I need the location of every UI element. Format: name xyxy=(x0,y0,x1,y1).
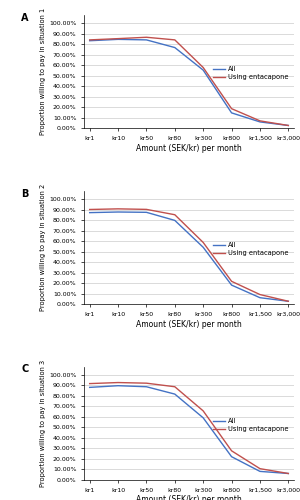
All xyxy=(258,119,262,125)
All xyxy=(201,415,205,421)
Using entacapone xyxy=(145,206,148,212)
Using entacapone xyxy=(145,34,148,40)
Using entacapone xyxy=(230,448,233,454)
Y-axis label: Proportion willing to pay in situation 2: Proportion willing to pay in situation 2 xyxy=(40,184,46,311)
Using entacapone xyxy=(230,278,233,284)
Using entacapone xyxy=(173,384,177,390)
All xyxy=(201,244,205,250)
Using entacapone xyxy=(145,380,148,386)
All xyxy=(286,122,290,128)
All xyxy=(145,384,148,390)
Legend: All, Using entacapone: All, Using entacapone xyxy=(210,416,291,434)
Line: Using entacapone: Using entacapone xyxy=(90,38,288,126)
X-axis label: Amount (SEK/kr) per month: Amount (SEK/kr) per month xyxy=(136,320,242,328)
All xyxy=(173,391,177,397)
All xyxy=(116,36,120,43)
All xyxy=(230,110,233,116)
Text: B: B xyxy=(21,188,28,198)
All xyxy=(258,294,262,300)
Line: All: All xyxy=(90,386,288,474)
X-axis label: Amount (SEK/kr) per month: Amount (SEK/kr) per month xyxy=(136,144,242,153)
All xyxy=(116,209,120,215)
Using entacapone xyxy=(258,118,262,124)
Using entacapone xyxy=(88,37,92,43)
Legend: All, Using entacapone: All, Using entacapone xyxy=(210,64,291,83)
All xyxy=(286,298,290,304)
Legend: All, Using entacapone: All, Using entacapone xyxy=(210,240,291,259)
All xyxy=(116,382,120,388)
Line: All: All xyxy=(90,212,288,302)
All xyxy=(145,37,148,43)
Using entacapone xyxy=(201,64,205,70)
All xyxy=(88,38,92,44)
Using entacapone xyxy=(230,106,233,112)
All xyxy=(88,210,92,216)
Using entacapone xyxy=(201,408,205,414)
X-axis label: Amount (SEK/kr) per month: Amount (SEK/kr) per month xyxy=(136,496,242,500)
Using entacapone xyxy=(286,470,290,476)
All xyxy=(286,470,290,476)
Text: C: C xyxy=(21,364,28,374)
All xyxy=(88,384,92,390)
All xyxy=(173,44,177,51)
Using entacapone xyxy=(116,380,120,386)
All xyxy=(201,67,205,73)
Using entacapone xyxy=(173,37,177,43)
All xyxy=(145,210,148,216)
Line: Using entacapone: Using entacapone xyxy=(90,382,288,474)
Line: All: All xyxy=(90,40,288,126)
Using entacapone xyxy=(116,206,120,212)
Using entacapone xyxy=(258,292,262,298)
Using entacapone xyxy=(286,298,290,304)
Using entacapone xyxy=(88,380,92,386)
Using entacapone xyxy=(201,240,205,246)
All xyxy=(230,454,233,460)
Y-axis label: Proportion willing to pay in situation 1: Proportion willing to pay in situation 1 xyxy=(40,8,46,136)
Using entacapone xyxy=(258,466,262,471)
Using entacapone xyxy=(173,212,177,218)
Using entacapone xyxy=(88,206,92,212)
All xyxy=(230,282,233,288)
Using entacapone xyxy=(116,36,120,42)
All xyxy=(173,218,177,224)
Using entacapone xyxy=(286,122,290,128)
Text: A: A xyxy=(21,12,28,22)
All xyxy=(258,468,262,474)
Line: Using entacapone: Using entacapone xyxy=(90,209,288,302)
Y-axis label: Proportion willing to pay in situation 3: Proportion willing to pay in situation 3 xyxy=(40,360,46,487)
